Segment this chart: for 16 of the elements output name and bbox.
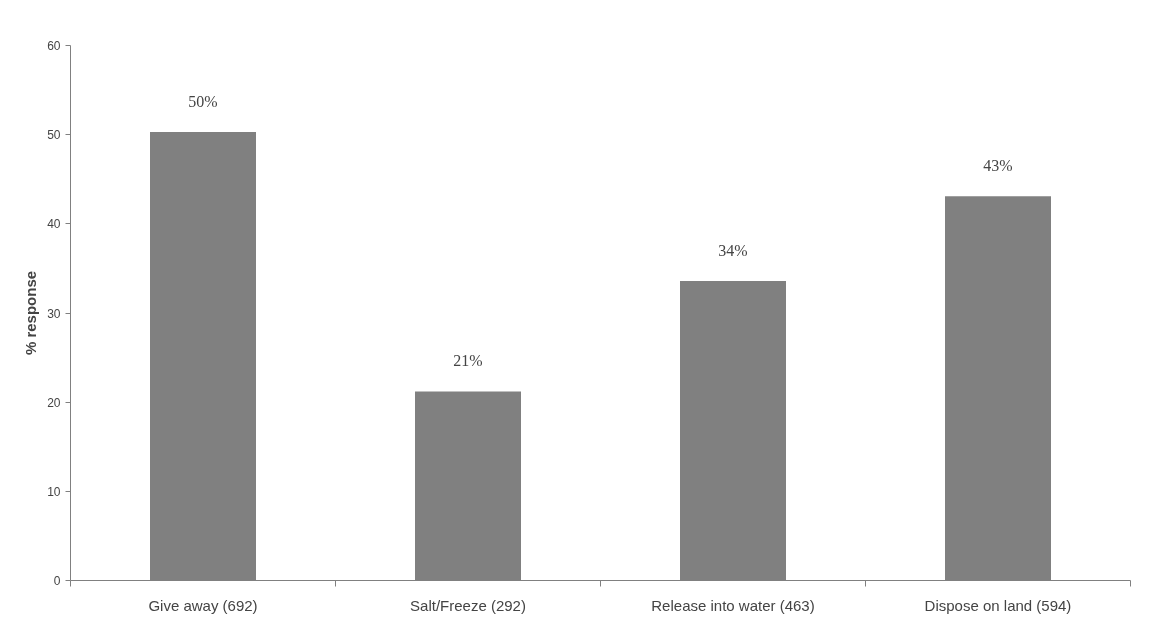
data-label: 21% <box>453 352 483 370</box>
data-label: 43% <box>983 157 1013 175</box>
x-tick-label: Dispose on land (594) <box>924 596 1072 614</box>
x-tick-label: Give away (692) <box>148 596 258 614</box>
y-tick-label: 30 <box>47 306 61 321</box>
data-label: 50% <box>188 92 218 110</box>
y-tick-label: 0 <box>53 574 61 588</box>
y-tick-label: 20 <box>47 395 61 410</box>
y-tick-label: 40 <box>47 217 61 232</box>
y-tick-label: 10 <box>47 484 61 499</box>
y-tick-label: 50 <box>47 128 61 143</box>
y-tick-label: 60 <box>47 39 61 53</box>
x-tick-label: Salt/Freeze (292) <box>410 596 526 614</box>
x-tick-label: Release into water (463) <box>651 596 815 614</box>
data-label: 34% <box>718 241 748 259</box>
y-axis-title: % response <box>22 270 40 356</box>
